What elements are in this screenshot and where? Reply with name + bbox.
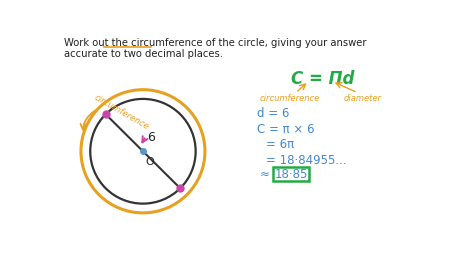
Text: Work out the circumference of the circle, giving your answer: Work out the circumference of the circle… <box>64 38 366 48</box>
Text: circumference: circumference <box>92 93 150 131</box>
Text: 18·85: 18·85 <box>274 168 308 181</box>
Text: C = Πd: C = Πd <box>291 70 355 88</box>
Text: C = π × 6: C = π × 6 <box>257 123 314 136</box>
Text: accurate to two decimal places.: accurate to two decimal places. <box>64 49 223 59</box>
Text: 6: 6 <box>147 131 155 144</box>
Text: O: O <box>145 157 154 167</box>
Text: diameter: diameter <box>344 94 382 102</box>
Text: d = 6: d = 6 <box>257 107 289 120</box>
Text: = 6π: = 6π <box>266 138 294 151</box>
Text: = 18·84955...: = 18·84955... <box>266 153 347 167</box>
Text: ≈: ≈ <box>260 169 270 182</box>
Text: circumference: circumference <box>260 94 320 102</box>
FancyBboxPatch shape <box>273 167 309 181</box>
